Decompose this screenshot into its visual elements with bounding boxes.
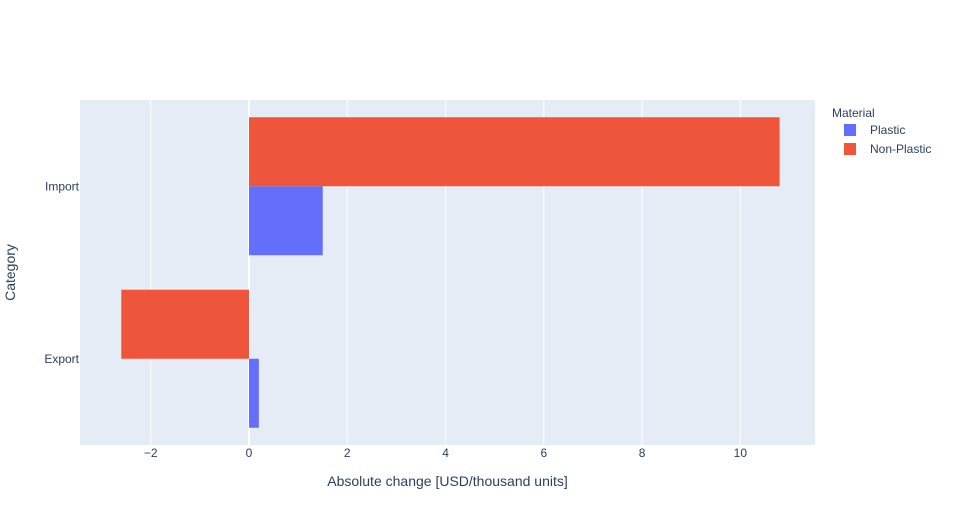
legend-swatch — [844, 143, 856, 155]
y-tick-label: Import — [45, 179, 80, 193]
x-tick-label: −2 — [144, 446, 158, 460]
x-tick-label: 10 — [734, 446, 748, 460]
bar-plastic-export — [249, 358, 259, 428]
legend-label: Plastic — [870, 123, 905, 137]
bars — [121, 117, 780, 428]
legend-swatch — [844, 124, 856, 136]
x-axis-title: Absolute change [USD/thousand units] — [327, 473, 568, 489]
y-tick-labels: Export Import — [44, 179, 79, 366]
x-tick-label: 0 — [246, 446, 253, 460]
x-tick-label: 6 — [540, 446, 547, 460]
legend-title: Material — [832, 106, 875, 120]
bar-plastic-import — [249, 186, 323, 256]
legend: Material Plastic Non-Plastic — [832, 106, 931, 156]
y-axis-title: Category — [2, 244, 18, 301]
x-tick-label: 2 — [344, 446, 351, 460]
legend-label: Non-Plastic — [870, 142, 931, 156]
bar-non-plastic-export — [121, 289, 250, 359]
x-tick-labels: −2 0 2 4 6 8 10 — [144, 446, 747, 460]
x-tick-label: 4 — [442, 446, 449, 460]
bar-non-plastic-import — [249, 117, 780, 187]
y-tick-label: Export — [44, 352, 79, 366]
x-tick-label: 8 — [639, 446, 646, 460]
